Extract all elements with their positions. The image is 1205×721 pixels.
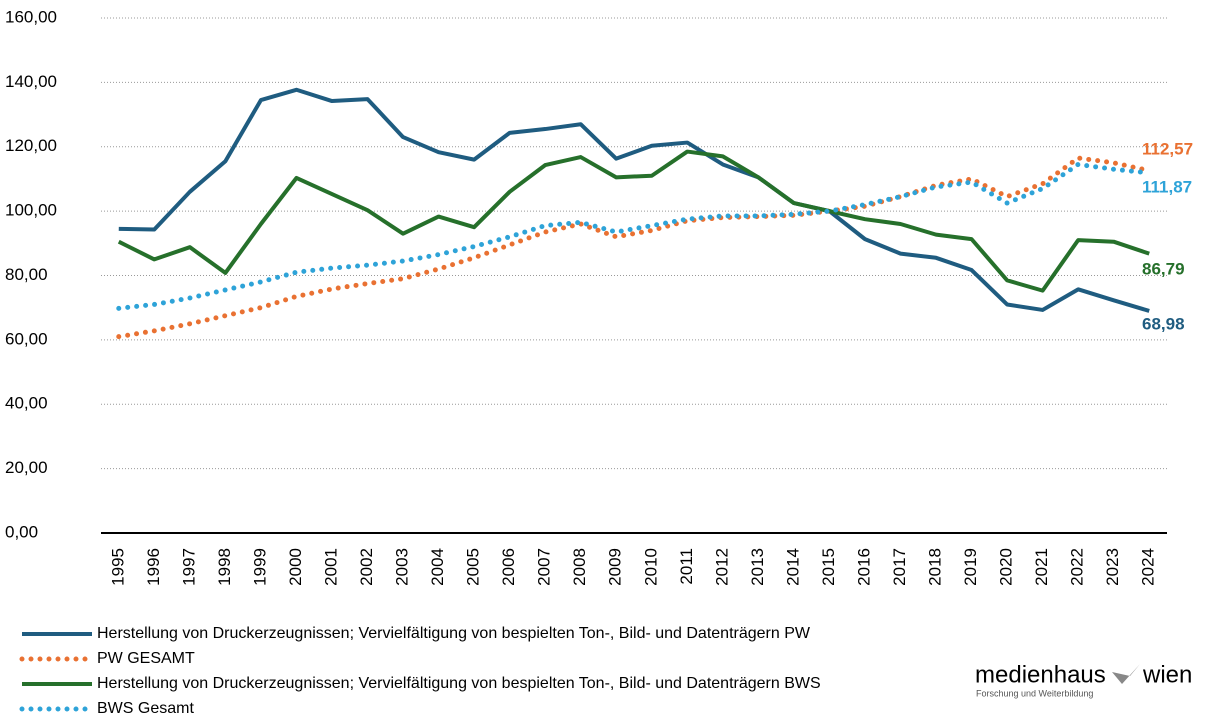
y-tick-label: 160,00 <box>5 7 57 26</box>
y-tick-label: 0,00 <box>5 522 38 541</box>
x-tick-label: 2001 <box>321 548 340 586</box>
y-tick-label: 140,00 <box>5 72 57 91</box>
x-tick-label: 2003 <box>393 548 412 586</box>
logo-subtitle: Forschung und Weiterbildung <box>976 688 1093 698</box>
x-tick-label: 2019 <box>961 548 980 586</box>
y-tick-label: 20,00 <box>5 458 48 477</box>
x-tick-label: 1995 <box>108 548 127 586</box>
legend-label: PW GESAMT <box>97 650 195 667</box>
x-tick-label: 1997 <box>179 548 198 586</box>
x-tick-label: 2009 <box>606 548 625 586</box>
x-tick-label: 2014 <box>783 548 802 586</box>
series-line <box>118 87 1150 313</box>
x-tick-label: 1999 <box>250 548 269 586</box>
x-tick-label: 2012 <box>712 548 731 586</box>
x-tick-label: 2004 <box>428 548 447 586</box>
x-tick-label: 2007 <box>535 548 554 586</box>
x-tick-label: 2018 <box>926 548 945 586</box>
y-tick-label: 120,00 <box>5 136 57 155</box>
x-tick-label: 2024 <box>1139 548 1158 586</box>
x-tick-label: 2005 <box>464 548 483 586</box>
data-label: 112,57 <box>1142 139 1193 158</box>
x-tick-label: 2023 <box>1103 548 1122 586</box>
logo-name: medienhaus <box>975 661 1106 688</box>
x-tick-label: 2000 <box>286 548 305 586</box>
legend-label: Herstellung von Druckerzeugnissen; Vervi… <box>97 625 811 642</box>
x-tick-label: 2008 <box>570 548 589 586</box>
y-tick-label: 100,00 <box>5 201 57 220</box>
legend-label: BWS Gesamt <box>97 700 194 716</box>
series-line <box>116 155 1152 340</box>
series-line <box>116 161 1152 311</box>
logo-name2: wien <box>1142 661 1192 688</box>
legend-label: Herstellung von Druckerzeugnissen; Vervi… <box>97 675 821 692</box>
x-tick-label: 2017 <box>890 548 909 586</box>
x-tick-label: 2021 <box>1032 548 1051 586</box>
y-tick-label: 80,00 <box>5 265 48 284</box>
x-tick-label: 1996 <box>144 548 163 586</box>
x-tick-label: 1998 <box>215 548 234 586</box>
x-tick-label: 2016 <box>854 548 873 586</box>
x-tick-label: 2020 <box>997 548 1016 586</box>
logo-check <box>1112 664 1140 684</box>
x-tick-label: 2011 <box>677 548 696 585</box>
y-tick-label: 40,00 <box>5 394 48 413</box>
x-tick-label: 2013 <box>748 548 767 586</box>
data-label: 68,98 <box>1142 314 1185 333</box>
data-label: 86,79 <box>1142 259 1185 278</box>
x-tick-label: 2015 <box>819 548 838 586</box>
x-tick-label: 2002 <box>357 548 376 586</box>
data-label: 111,87 <box>1142 177 1192 196</box>
x-tick-label: 2006 <box>499 548 518 586</box>
series-line <box>117 149 1150 293</box>
x-tick-label: 2010 <box>641 548 660 586</box>
x-tick-label: 2022 <box>1068 548 1087 586</box>
y-tick-label: 60,00 <box>5 329 48 348</box>
